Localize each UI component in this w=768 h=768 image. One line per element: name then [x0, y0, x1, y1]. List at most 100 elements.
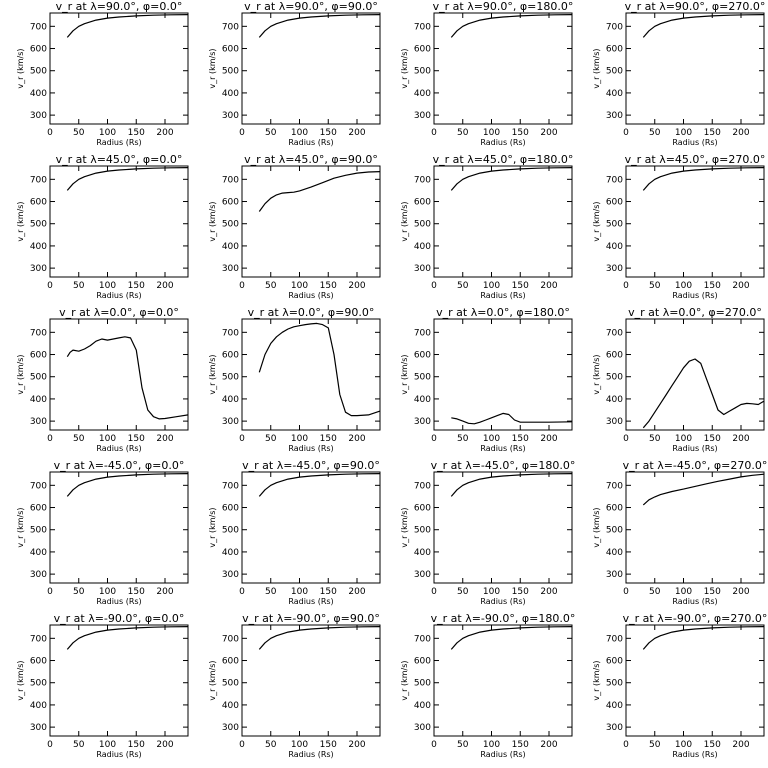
- x-tick-label: 100: [675, 740, 692, 750]
- x-tick-label: 200: [156, 128, 173, 138]
- x-tick-label: 100: [675, 434, 692, 444]
- x-axis-label: Radius (Rs): [480, 138, 525, 147]
- y-axis-label: v_r (km/s): [208, 507, 217, 547]
- y-tick-label: 400: [414, 701, 431, 711]
- panel-18: v_r at λ=-90.0°, φ=90.0° 0 50 100 150 200 300 4…: [208, 612, 381, 759]
- panel-title: v_r at λ=-45.0°, φ=90.0°: [242, 459, 380, 472]
- x-tick-label: 0: [431, 587, 437, 597]
- x-tick-label: 100: [291, 434, 308, 444]
- plot-frame: [433, 165, 573, 278]
- x-tick-label: 50: [73, 281, 85, 291]
- plot-frame: [625, 165, 765, 278]
- panel-19: v_r at λ=-90.0°, φ=180.0° 0 50 100 150 200 300…: [400, 612, 575, 759]
- y-tick-label: 300: [222, 417, 239, 427]
- series-line: [66, 167, 189, 191]
- x-tick-label: 50: [73, 587, 85, 597]
- panel-title: v_r at λ=-90.0°, φ=270.0°: [623, 612, 768, 625]
- y-tick-label: 700: [606, 328, 623, 338]
- x-tick-label: 0: [431, 434, 437, 444]
- y-tick-label: 700: [606, 22, 623, 32]
- x-tick-label: 200: [540, 434, 557, 444]
- x-tick-label: 200: [732, 128, 749, 138]
- y-tick-label: 500: [606, 220, 623, 230]
- x-axis-label: Radius (Rs): [672, 138, 717, 147]
- panel-11: v_r at λ=0.0°, φ=180.0° 0 50 100 150 200 300 40…: [400, 306, 573, 453]
- y-tick-label: 600: [222, 198, 239, 208]
- series-line: [450, 167, 573, 191]
- y-tick-label: 500: [30, 679, 47, 689]
- x-tick-label: 150: [320, 128, 337, 138]
- y-axis-label: v_r (km/s): [592, 660, 601, 700]
- y-tick-label: 700: [30, 481, 47, 491]
- y-tick-label: 600: [606, 351, 623, 361]
- panel-6: v_r at λ=45.0°, φ=90.0° 0 50 100 150 200 300 40…: [208, 153, 381, 300]
- panel-title: v_r at λ=45.0°, φ=180.0°: [433, 153, 574, 166]
- x-tick-label: 200: [732, 587, 749, 597]
- panel-title: v_r at λ=0.0°, φ=270.0°: [628, 306, 762, 319]
- y-tick-label: 300: [30, 417, 47, 427]
- y-tick-label: 600: [414, 198, 431, 208]
- x-tick-label: 0: [431, 281, 437, 291]
- x-tick-label: 200: [156, 434, 173, 444]
- x-tick-label: 0: [623, 434, 629, 444]
- y-tick-label: 300: [222, 111, 239, 121]
- y-tick-label: 700: [222, 481, 239, 491]
- x-tick-label: 150: [512, 587, 529, 597]
- y-tick-label: 300: [606, 570, 623, 580]
- y-axis-label: v_r (km/s): [400, 201, 409, 241]
- x-tick-label: 100: [99, 281, 116, 291]
- x-tick-label: 200: [540, 281, 557, 291]
- x-tick-label: 200: [348, 128, 365, 138]
- x-tick-label: 200: [540, 128, 557, 138]
- x-tick-label: 200: [348, 587, 365, 597]
- y-tick-label: 700: [222, 634, 239, 644]
- y-tick-label: 500: [30, 220, 47, 230]
- panel-7: v_r at λ=45.0°, φ=180.0° 0 50 100 150 200 300 4…: [400, 153, 573, 300]
- x-axis-label: Radius (Rs): [288, 750, 333, 759]
- y-axis-label: v_r (km/s): [592, 48, 601, 88]
- x-tick-label: 0: [623, 587, 629, 597]
- x-tick-label: 100: [291, 740, 308, 750]
- y-tick-label: 700: [222, 22, 239, 32]
- y-axis-label: v_r (km/s): [592, 354, 601, 394]
- y-tick-label: 700: [414, 22, 431, 32]
- y-tick-label: 600: [30, 45, 47, 55]
- x-tick-label: 100: [675, 587, 692, 597]
- x-tick-label: 0: [239, 587, 245, 597]
- plot-frame: [625, 318, 765, 431]
- y-tick-label: 700: [222, 328, 239, 338]
- y-axis-label: v_r (km/s): [208, 354, 217, 394]
- panel-1: v_r at λ=90.0°, φ=0.0° 0 50 100 150 200 300 400…: [16, 0, 189, 147]
- x-tick-label: 150: [320, 587, 337, 597]
- plot-frame: [625, 624, 765, 737]
- plot-frame: [433, 471, 573, 584]
- panel-14: v_r at λ=-45.0°, φ=90.0° 0 50 100 150 200 300 4…: [208, 459, 381, 606]
- x-tick-label: 50: [73, 434, 85, 444]
- x-tick-label: 100: [99, 587, 116, 597]
- y-tick-label: 500: [606, 679, 623, 689]
- x-tick-label: 200: [732, 281, 749, 291]
- x-tick-label: 50: [457, 128, 469, 138]
- y-tick-label: 700: [30, 22, 47, 32]
- y-tick-label: 400: [606, 89, 623, 99]
- y-tick-label: 600: [414, 45, 431, 55]
- plot-frame: [241, 12, 381, 125]
- y-tick-label: 700: [606, 634, 623, 644]
- y-tick-label: 300: [606, 264, 623, 274]
- x-tick-label: 150: [320, 740, 337, 750]
- y-tick-label: 500: [30, 67, 47, 77]
- x-tick-label: 100: [483, 281, 500, 291]
- x-axis-label: Radius (Rs): [96, 444, 141, 453]
- y-axis-label: v_r (km/s): [208, 201, 217, 241]
- y-tick-label: 700: [30, 634, 47, 644]
- series-line: [642, 626, 765, 650]
- panel-title: v_r at λ=-90.0°, φ=90.0°: [242, 612, 380, 625]
- x-tick-label: 100: [675, 281, 692, 291]
- x-tick-label: 0: [47, 587, 53, 597]
- y-tick-label: 700: [606, 175, 623, 185]
- panel-5: v_r at λ=45.0°, φ=0.0° 0 50 100 150 200 300 400…: [16, 153, 189, 300]
- y-tick-label: 600: [222, 351, 239, 361]
- x-tick-label: 150: [128, 434, 145, 444]
- series-line: [450, 626, 573, 650]
- y-axis-label: v_r (km/s): [592, 201, 601, 241]
